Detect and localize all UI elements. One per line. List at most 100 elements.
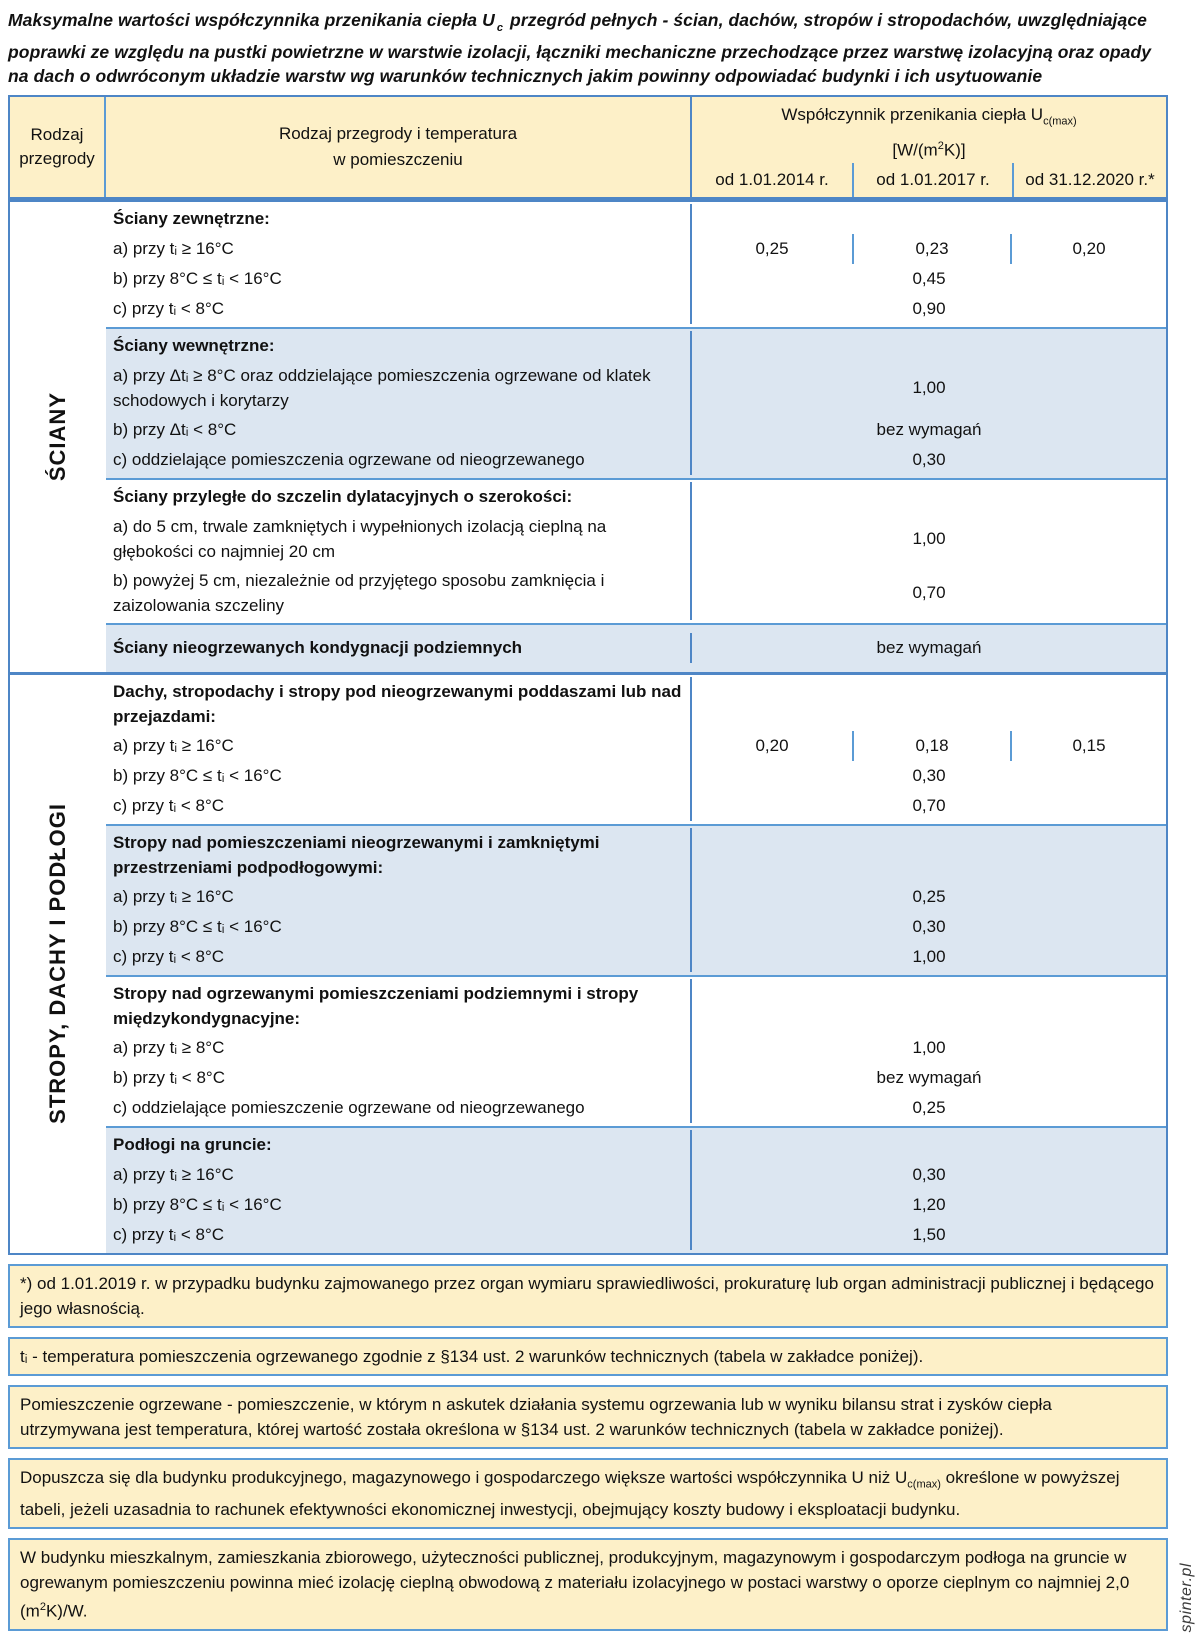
section-label: STROPY, DACHY I PODŁOGI [10,674,106,1253]
value-cell: 0,45 [912,268,946,288]
row-desc: Ściany wewnętrzne: [113,336,275,356]
value-cell: 1,00 [912,1037,946,1057]
row-values: 1,20 [690,1189,1166,1220]
table-block: Dachy, stropodachy i stropy pod nieogrze… [106,675,1166,824]
row-desc: a) przy tᵢ ≥ 16°C [113,239,234,259]
row-desc: Ściany nieogrzewanych kondygnacji podzie… [113,638,523,658]
table-block: Ściany przyległe do szczelin dylatacyjny… [106,477,1166,623]
value-cell: 0,90 [912,298,946,318]
row-desc: Stropy nad pomieszczeniami nieogrzewanym… [113,832,600,877]
row-desc: a) przy tᵢ ≥ 16°C [113,887,234,907]
row-values [690,676,1166,731]
section-label-text: STROPY, DACHY I PODŁOGI [45,803,70,1124]
row-desc: c) przy tᵢ < 8°C [113,1225,225,1245]
value-cell: 0,18 [852,730,1012,761]
table-block: Ściany zewnętrzne: a) przy tᵢ ≥ 16°C 0,25 0… [106,202,1166,327]
row-desc: b) powyżej 5 cm, niezależnie od przyjęte… [113,570,605,615]
table-row: b) przy 8°C ≤ tᵢ < 16°C 0,30 [106,760,1166,791]
header-col-rodzaj-przegrody: Rodzaj przegrody [10,96,106,197]
header-wspolczynnik-title: Współczynnik przenikania ciepła Uc(max) … [692,97,1166,163]
watermark: spinter.pl [1178,1563,1195,1633]
row-values: 1,50 [690,1219,1166,1250]
value-cell: 0,70 [912,795,946,815]
table-header: Rodzaj przegrody Rodzaj przegrody i temp… [10,96,1166,197]
value-cell: 1,00 [912,946,946,966]
section-label: ŚCIANY [10,201,106,672]
footnote-subscript: c(max) [907,1477,941,1490]
table-row: b) przy 8°C ≤ tᵢ < 16°C 1,20 [106,1189,1166,1220]
block-title-row: Ściany przyległe do szczelin dylatacyjny… [106,481,1166,512]
row-values: 0,30 [690,1159,1166,1190]
row-desc: b) przy 8°C ≤ tᵢ < 16°C [113,917,282,937]
value-cell: 1,00 [912,377,946,397]
value-cell: 0,15 [1072,735,1106,755]
row-desc: Dachy, stropodachy i stropy pod nieogrze… [113,681,682,726]
value-cell: 0,20 [755,735,789,755]
footnote-2: tᵢ - temperatura pomieszczenia ogrzewane… [8,1336,1168,1376]
value-cell: 0,30 [912,449,946,469]
table-block: Stropy nad pomieszczeniami nieogrzewanym… [106,823,1166,975]
value-cell: 0,70 [912,582,946,602]
row-desc: b) przy Δtᵢ < 8°C [113,420,237,440]
footnote-1: *) od 1.01.2019 r. w przypadku budynku z… [8,1263,1168,1328]
table-row: b) przy tᵢ < 8°C bez wymagań [106,1062,1166,1093]
row-values: 0,25 0,23 0,20 [690,233,1166,264]
footnote-text: tᵢ - temperatura pomieszczenia ogrzewane… [20,1346,924,1366]
table-row: c) oddzielające pomieszczenia ogrzewane … [106,444,1166,475]
row-desc: Stropy nad ogrzewanymi pomieszczeniami p… [113,983,639,1028]
row-desc: Ściany przyległe do szczelin dylatacyjny… [113,487,573,507]
value-cell: 0,23 [852,233,1012,264]
value-cell: 0,30 [912,1164,946,1184]
block-title-row: Podłogi na gruncie: [106,1129,1166,1160]
value-cell: 0,20 [1072,238,1106,258]
table-row: b) przy 8°C ≤ tᵢ < 16°C 0,30 [106,911,1166,942]
footnote-text: Pomieszczenie ogrzewane - pomieszczenie,… [20,1394,1052,1439]
table-section-2: STROPY, DACHY I PODŁOGI Dachy, stropodach… [10,671,1166,1253]
value-cell: 1,50 [912,1224,946,1244]
page-title-subscript: c [496,21,504,34]
table-row: a) do 5 cm, trwale zamkniętych i wypełni… [106,511,1166,566]
footnotes: *) od 1.01.2019 r. w przypadku budynku z… [8,1263,1192,1631]
table-row: a) przy tᵢ ≥ 8°C 1,00 [106,1032,1166,1063]
value-cell: 0,30 [912,765,946,785]
row-desc: b) przy 8°C ≤ tᵢ < 16°C [113,269,282,289]
row-values: 0,25 [690,1092,1166,1123]
row-values: 0,30 [690,760,1166,791]
table-row: b) powyżej 5 cm, niezależnie od przyjęte… [106,565,1166,620]
row-values: 0,30 [690,444,1166,475]
value-cell: 0,30 [912,916,946,936]
table-row: c) przy tᵢ < 8°C 0,70 [106,790,1166,821]
header-unit-post: K)] [943,140,966,160]
row-values [690,481,1166,512]
table-row: a) przy Δtᵢ ≥ 8°C oraz oddzielające pomi… [106,360,1166,415]
footnote-text: Dopuszcza się dla budynku produkcyjnego,… [20,1467,908,1487]
footnote-text: *) od 1.01.2019 r. w przypadku budynku z… [20,1273,1154,1318]
footnote-text-rest: określone w powyższej tabeli, jeżeli uza… [20,1467,1120,1519]
row-values: bez wymagań [690,414,1166,445]
row-desc: c) oddzielające pomieszczenia ogrzewane … [113,450,585,470]
row-values: 1,00 [690,360,1166,415]
row-desc: c) przy tᵢ < 8°C [113,796,225,816]
row-values: 0,25 [690,881,1166,912]
header-date-col-2: od 1.01.2017 r. [852,162,1012,197]
row-values: 0,45 [690,263,1166,294]
table-row: c) przy tᵢ < 8°C 1,50 [106,1219,1166,1250]
row-desc: c) przy tᵢ < 8°C [113,299,225,319]
table-row: b) przy Δtᵢ < 8°C bez wymagań [106,414,1166,445]
row-values: 1,00 [690,1032,1166,1063]
table-block: Ściany nieogrzewanych kondygnacji podzie… [106,622,1166,672]
page-title: Maksymalne wartości współczynnika przeni… [8,8,1172,88]
header-uc-prefix: Współczynnik przenikania ciepła U [781,104,1044,124]
row-desc: c) przy tᵢ < 8°C [113,947,225,967]
block-title-row: Stropy nad ogrzewanymi pomieszczeniami p… [106,978,1166,1033]
header-date-col-1: od 1.01.2014 r. [715,169,829,189]
table-row: a) przy tᵢ ≥ 16°C 0,30 [106,1159,1166,1190]
table-row: c) oddzielające pomieszczenie ogrzewane … [106,1092,1166,1123]
row-values: bez wymagań [690,1062,1166,1093]
table-row: a) przy tᵢ ≥ 16°C 0,25 0,23 0,20 [106,233,1166,264]
footnote-text: W budynku mieszkalnym, zamieszkania zbio… [20,1547,1130,1621]
header-unit-pre: [W/(m [892,140,938,160]
row-values [690,978,1166,1033]
value-cell: 0,25 [755,238,789,258]
